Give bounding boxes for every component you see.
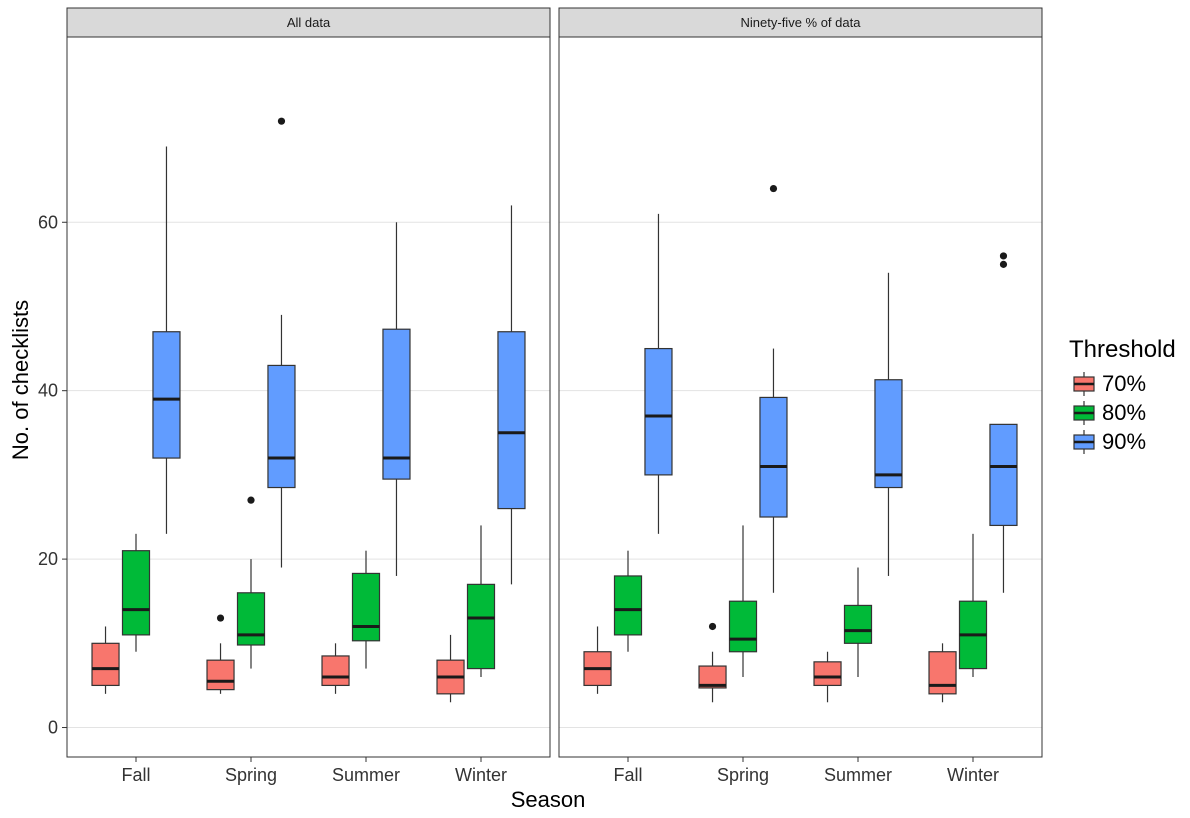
box-winter-80 bbox=[958, 533, 988, 677]
box-iqr bbox=[206, 659, 235, 691]
box-iqr bbox=[728, 600, 758, 653]
y-tick-label-0: 0 bbox=[48, 718, 58, 738]
box-winter-80 bbox=[466, 525, 496, 677]
box-iqr bbox=[813, 661, 842, 687]
outlier-point bbox=[769, 184, 778, 193]
box-iqr bbox=[382, 328, 411, 480]
legend-label: 90% bbox=[1102, 429, 1146, 454]
x-axis: Fall Spring Summer Winter Fall Spring Summer Wi… bbox=[121, 757, 999, 785]
box-iqr bbox=[497, 331, 526, 510]
box-iqr bbox=[698, 665, 727, 689]
box-fall-80 bbox=[121, 533, 151, 652]
box-winter-90 bbox=[989, 252, 1018, 593]
box-spring-90 bbox=[759, 184, 788, 593]
box-iqr bbox=[91, 642, 120, 687]
box-summer-80 bbox=[351, 550, 381, 669]
outlier-point bbox=[277, 117, 286, 125]
box-summer-70 bbox=[321, 643, 350, 694]
box-winter-70 bbox=[436, 634, 465, 703]
box-spring-70 bbox=[206, 614, 235, 694]
box-fall-70 bbox=[583, 626, 612, 694]
box-winter-70 bbox=[928, 643, 957, 703]
x-tick-label-fall: Fall bbox=[121, 765, 150, 785]
x-tick-label-winter: Winter bbox=[947, 765, 999, 785]
box-winter-90 bbox=[497, 205, 526, 585]
y-axis-title: No. of checklists bbox=[8, 300, 33, 460]
legend-entry-70: 70% bbox=[1073, 371, 1146, 396]
box-fall-80 bbox=[613, 550, 643, 652]
x-tick-label-winter: Winter bbox=[455, 765, 507, 785]
box-iqr bbox=[267, 364, 296, 489]
box-iqr bbox=[989, 423, 1018, 527]
x-tick-label-spring: Spring bbox=[225, 765, 277, 785]
legend-label: 70% bbox=[1102, 371, 1146, 396]
outlier-point bbox=[708, 622, 717, 631]
facet-strip bbox=[66, 7, 551, 38]
facet-strip-label: All data bbox=[287, 15, 331, 30]
box-iqr bbox=[236, 592, 266, 646]
box-iqr bbox=[152, 331, 181, 459]
outlier-point bbox=[999, 252, 1008, 260]
x-tick-label-spring: Spring bbox=[717, 765, 769, 785]
box-spring-90 bbox=[267, 117, 296, 568]
box-iqr bbox=[321, 655, 350, 687]
y-axis: 0 20 40 60 bbox=[38, 212, 67, 738]
legend-title: Threshold bbox=[1069, 336, 1176, 363]
box-iqr bbox=[466, 583, 496, 670]
box-iqr bbox=[121, 550, 151, 636]
box-summer-90 bbox=[874, 272, 903, 576]
box-iqr bbox=[874, 379, 903, 489]
outlier-point bbox=[999, 260, 1008, 268]
y-tick-label-40: 40 bbox=[38, 381, 58, 401]
x-tick-label-fall: Fall bbox=[613, 765, 642, 785]
box-iqr bbox=[759, 396, 788, 518]
box-fall-90 bbox=[644, 213, 673, 534]
box-summer-90 bbox=[382, 222, 411, 576]
x-tick-label-summer: Summer bbox=[332, 765, 400, 785]
panel-ninety-five-of-data: Ninety-five % of data bbox=[558, 7, 1043, 758]
legend: Threshold 70% 80% 90% bbox=[1069, 336, 1176, 454]
box-iqr bbox=[843, 604, 873, 644]
x-axis-title: Season bbox=[511, 787, 586, 812]
box-iqr bbox=[351, 572, 381, 642]
facet-strip-label: Ninety-five % of data bbox=[741, 15, 862, 30]
box-summer-70 bbox=[813, 651, 842, 703]
box-spring-80 bbox=[728, 525, 758, 677]
box-spring-70 bbox=[698, 622, 727, 703]
box-fall-70 bbox=[91, 626, 120, 694]
legend-entry-80: 80% bbox=[1073, 400, 1146, 425]
panel-border bbox=[558, 36, 1043, 758]
box-summer-80 bbox=[843, 567, 873, 677]
box-iqr bbox=[644, 347, 673, 476]
legend-label: 80% bbox=[1102, 400, 1146, 425]
facet-panels: All data Ninety-five % of data bbox=[66, 7, 1043, 758]
box-iqr bbox=[928, 651, 957, 695]
box-iqr bbox=[613, 575, 643, 636]
y-tick-label-20: 20 bbox=[38, 549, 58, 569]
panel-all-data: All data bbox=[66, 7, 551, 758]
facet-strip bbox=[558, 7, 1043, 38]
outlier-point bbox=[247, 496, 255, 504]
box-fall-90 bbox=[152, 146, 181, 534]
panel-border bbox=[66, 36, 551, 758]
y-tick-label-60: 60 bbox=[38, 212, 58, 232]
outlier-point bbox=[216, 614, 225, 622]
x-tick-label-summer: Summer bbox=[824, 765, 892, 785]
box-spring-80 bbox=[236, 496, 266, 669]
legend-entry-90: 90% bbox=[1073, 429, 1146, 454]
